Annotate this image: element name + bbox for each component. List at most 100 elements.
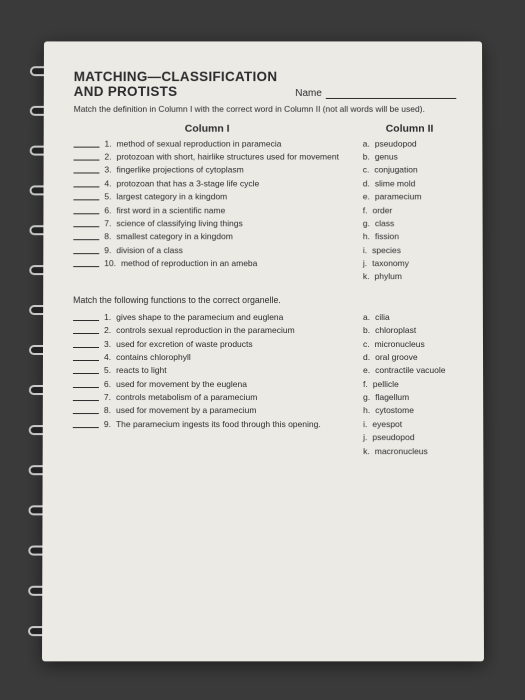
answer-blank[interactable] — [73, 178, 99, 187]
option-text: cytostome — [375, 405, 414, 415]
question-row: 4.protozoan that has a 3-stage life cycl… — [73, 178, 340, 188]
option-letter: d. — [363, 352, 370, 362]
question-number: 10. — [104, 258, 116, 268]
spiral-binding — [27, 51, 43, 651]
option-row: j.pseudopod — [363, 432, 457, 442]
question-text: The paramecium ingests its food through … — [115, 419, 320, 429]
option-row: b. chloroplast — [362, 325, 456, 335]
option-text: species — [372, 245, 401, 255]
option-text: chloroplast — [375, 325, 416, 335]
question-number: 2. — [104, 152, 111, 162]
name-field[interactable]: Name — [295, 88, 456, 99]
question-text: used for movement by the euglena — [116, 379, 247, 389]
question-row: 6. first word in a scientific name — [73, 205, 340, 215]
column-1: Column I 1.method of sexual reproduction… — [73, 122, 341, 284]
option-letter: k. — [362, 271, 369, 281]
option-text: slime mold — [374, 178, 415, 188]
question-number: 9. — [103, 419, 110, 429]
question-row: 3.used for excretion of waste products — [73, 339, 341, 349]
question-text: first word in a scientific name — [116, 205, 225, 215]
option-row: k.macronucleus — [363, 446, 457, 456]
option-text: paramecium — [374, 192, 421, 202]
option-text: eyespot — [372, 419, 402, 429]
answer-blank[interactable] — [72, 392, 98, 401]
option-letter: b. — [362, 325, 369, 335]
question-number: 4. — [103, 352, 110, 362]
question-text: fingerlike projections of cytoplasm — [116, 165, 243, 175]
answer-blank[interactable] — [73, 205, 99, 214]
name-label: Name — [295, 88, 322, 99]
answer-blank[interactable] — [72, 365, 98, 374]
option-letter: k. — [363, 446, 370, 456]
option-letter: f. — [363, 379, 368, 389]
question-number: 7. — [104, 218, 111, 228]
instructions-2: Match the following functions to the cor… — [73, 295, 457, 305]
option-letter: f. — [362, 205, 367, 215]
question-text: reacts to light — [116, 365, 167, 375]
question-row: 1.gives shape to the paramecium and eugl… — [73, 312, 341, 322]
question-number: 7. — [103, 392, 110, 402]
option-text: cilia — [375, 312, 390, 322]
question-row: 5.largest category in a kingdom — [73, 192, 340, 202]
answer-blank[interactable] — [72, 352, 98, 361]
option-letter: g. — [363, 392, 370, 402]
question-row: 9.division of a class — [73, 245, 341, 255]
option-row: c.conjugation — [362, 165, 456, 175]
question-row: 2. controls sexual reproduction in the pa… — [73, 325, 341, 335]
answer-blank[interactable] — [73, 152, 99, 161]
answer-blank[interactable] — [73, 165, 99, 174]
option-letter: j. — [362, 258, 366, 268]
worksheet-page: MATCHING—CLASSIFICATION AND PROTISTS Nam… — [42, 41, 484, 661]
question-number: 1. — [104, 138, 111, 148]
option-row: d. oral groove — [363, 352, 457, 362]
option-row: g.flagellum — [363, 392, 457, 402]
answer-blank[interactable] — [73, 245, 99, 254]
answer-blank[interactable] — [72, 405, 98, 414]
option-letter: b. — [362, 152, 369, 162]
question-text: controls sexual reproduction in the para… — [116, 325, 295, 335]
answer-blank[interactable] — [72, 419, 98, 428]
option-letter: j. — [363, 432, 367, 442]
answer-blank[interactable] — [73, 138, 99, 147]
answer-blank[interactable] — [73, 192, 99, 201]
option-row: i. eyespot — [363, 419, 457, 429]
question-text: method of sexual reproduction in paramec… — [116, 138, 281, 148]
question-number: 3. — [104, 339, 111, 349]
question-number: 8. — [103, 405, 110, 415]
answer-blank[interactable] — [73, 312, 99, 321]
option-text: genus — [374, 152, 397, 162]
option-text: oral groove — [375, 352, 418, 362]
column-2-head: Column II — [362, 122, 456, 134]
question-text: method of reproduction in an ameba — [120, 258, 256, 268]
instructions-1: Match the definition in Column I with th… — [73, 104, 456, 115]
option-letter: c. — [362, 165, 369, 175]
question-text: largest category in a kingdom — [116, 192, 227, 202]
question-number: 6. — [104, 205, 111, 215]
answer-blank[interactable] — [73, 339, 99, 348]
option-letter: i. — [363, 419, 367, 429]
answer-blank[interactable] — [73, 325, 99, 334]
option-letter: d. — [362, 178, 369, 188]
option-row: k. phylum — [362, 271, 456, 281]
column-1-b: 1.gives shape to the paramecium and eugl… — [72, 312, 340, 459]
question-number: 2. — [104, 325, 111, 335]
answer-blank[interactable] — [73, 258, 99, 267]
question-number: 4. — [104, 178, 111, 188]
option-text: phylum — [374, 271, 401, 281]
answer-blank[interactable] — [72, 379, 98, 388]
column-2: Column II a.pseudopod b. genus c.conjugatio… — [362, 122, 456, 284]
answer-blank[interactable] — [73, 231, 99, 240]
header-row: MATCHING—CLASSIFICATION AND PROTISTS Nam… — [73, 69, 456, 99]
option-text: taxonomy — [372, 258, 409, 268]
section-1: Column I 1.method of sexual reproduction… — [73, 122, 457, 284]
question-number: 8. — [104, 231, 111, 241]
option-row: i.species — [362, 245, 456, 255]
question-row: 8.used for movement by a paramecium — [72, 405, 340, 415]
option-row: g.class — [362, 218, 456, 228]
answer-blank[interactable] — [73, 218, 99, 227]
question-number: 3. — [104, 165, 111, 175]
option-row: a.pseudopod — [362, 138, 456, 148]
option-text: pellicle — [372, 379, 398, 389]
option-letter: e. — [363, 365, 370, 375]
question-text: smallest category in a kingdom — [116, 231, 233, 241]
